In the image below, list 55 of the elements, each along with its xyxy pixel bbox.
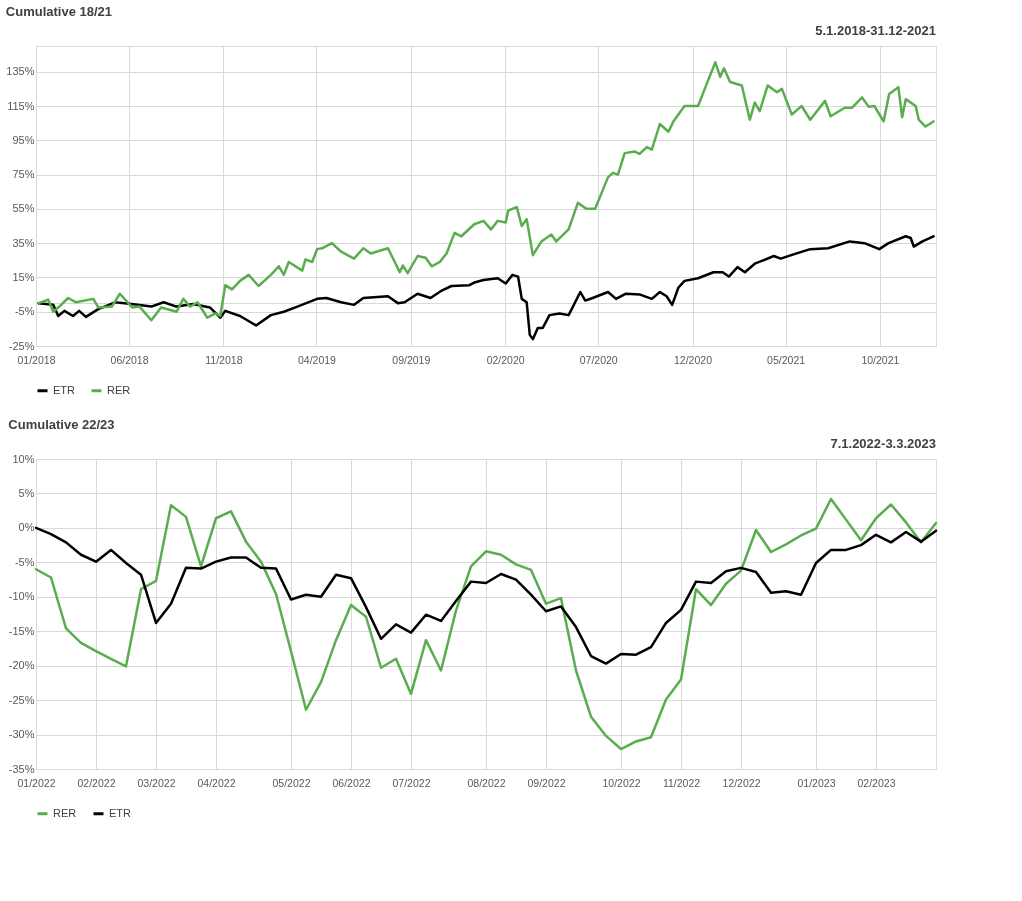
line-series — [34, 497, 938, 751]
line-series — [37, 61, 935, 322]
y-tick-label: 115% — [7, 99, 35, 112]
y-tick-label: 5% — [18, 486, 35, 499]
y-tick-label: -5% — [14, 555, 35, 568]
x-tick-label: 04/2019 — [298, 353, 337, 366]
chart-title: Cumulative 22/23 — [8, 417, 115, 432]
x-tick-label: 07/2020 — [579, 353, 618, 366]
chart-subtitle: 5.1.2018-31.12-2021 — [815, 23, 936, 38]
y-tick-label: 15% — [12, 270, 35, 283]
y-tick-label: -35% — [8, 762, 35, 775]
x-tick-label: 05/2022 — [272, 776, 311, 789]
y-tick-label: 55% — [12, 202, 35, 215]
y-tick-label: 10% — [12, 452, 35, 465]
x-tick-label: 09/2022 — [527, 776, 566, 789]
y-tick-label: 75% — [12, 168, 35, 181]
y-tick-label: 135% — [6, 65, 35, 78]
x-tick-label: 06/2022 — [332, 776, 371, 789]
x-tick-label: 12/2022 — [722, 776, 761, 789]
x-tick-label: 08/2022 — [467, 776, 506, 789]
x-tick-label: 01/2022 — [17, 776, 56, 789]
x-tick-label: 10/2021 — [861, 353, 900, 366]
y-tick-label: -25% — [8, 693, 35, 706]
x-tick-label: 02/2020 — [486, 353, 525, 366]
line-series — [34, 526, 938, 665]
chart-title: Cumulative 18/21 — [5, 4, 113, 19]
x-tick-label: 10/2022 — [602, 776, 641, 789]
y-tick-label: 95% — [12, 133, 35, 146]
x-tick-label: 04/2022 — [197, 776, 236, 789]
chart-subtitle: 7.1.2022-3.3.2023 — [830, 436, 936, 451]
x-tick-label: 11/2018 — [205, 353, 243, 366]
x-tick-label: 12/2020 — [674, 353, 713, 366]
y-tick-label: -5% — [14, 305, 35, 318]
y-tick-label: -20% — [8, 659, 35, 672]
legend-label: ETR — [109, 806, 132, 819]
y-tick-label: -15% — [8, 624, 35, 637]
y-tick-label: -10% — [8, 590, 35, 603]
legend-label: RER — [107, 383, 131, 396]
x-tick-label: 05/2021 — [767, 353, 806, 366]
x-tick-label: 01/2023 — [797, 776, 836, 789]
x-tick-label: 01/2018 — [17, 353, 56, 366]
x-tick-label: 09/2019 — [392, 353, 431, 366]
y-tick-label: 0% — [18, 521, 35, 534]
x-tick-label: 02/2022 — [77, 776, 116, 789]
legend-label: RER — [53, 806, 77, 819]
line-series — [37, 235, 935, 341]
x-tick-label: 02/2023 — [857, 776, 896, 789]
y-tick-label: -30% — [8, 728, 35, 741]
x-tick-label: 03/2022 — [137, 776, 176, 789]
x-tick-label: 11/2022 — [662, 776, 701, 789]
x-tick-label: 06/2018 — [110, 353, 149, 366]
x-tick-label: 07/2022 — [392, 776, 431, 789]
y-tick-label: -25% — [8, 339, 35, 352]
y-tick-label: 35% — [12, 236, 35, 249]
legend-label: ETR — [53, 383, 76, 396]
